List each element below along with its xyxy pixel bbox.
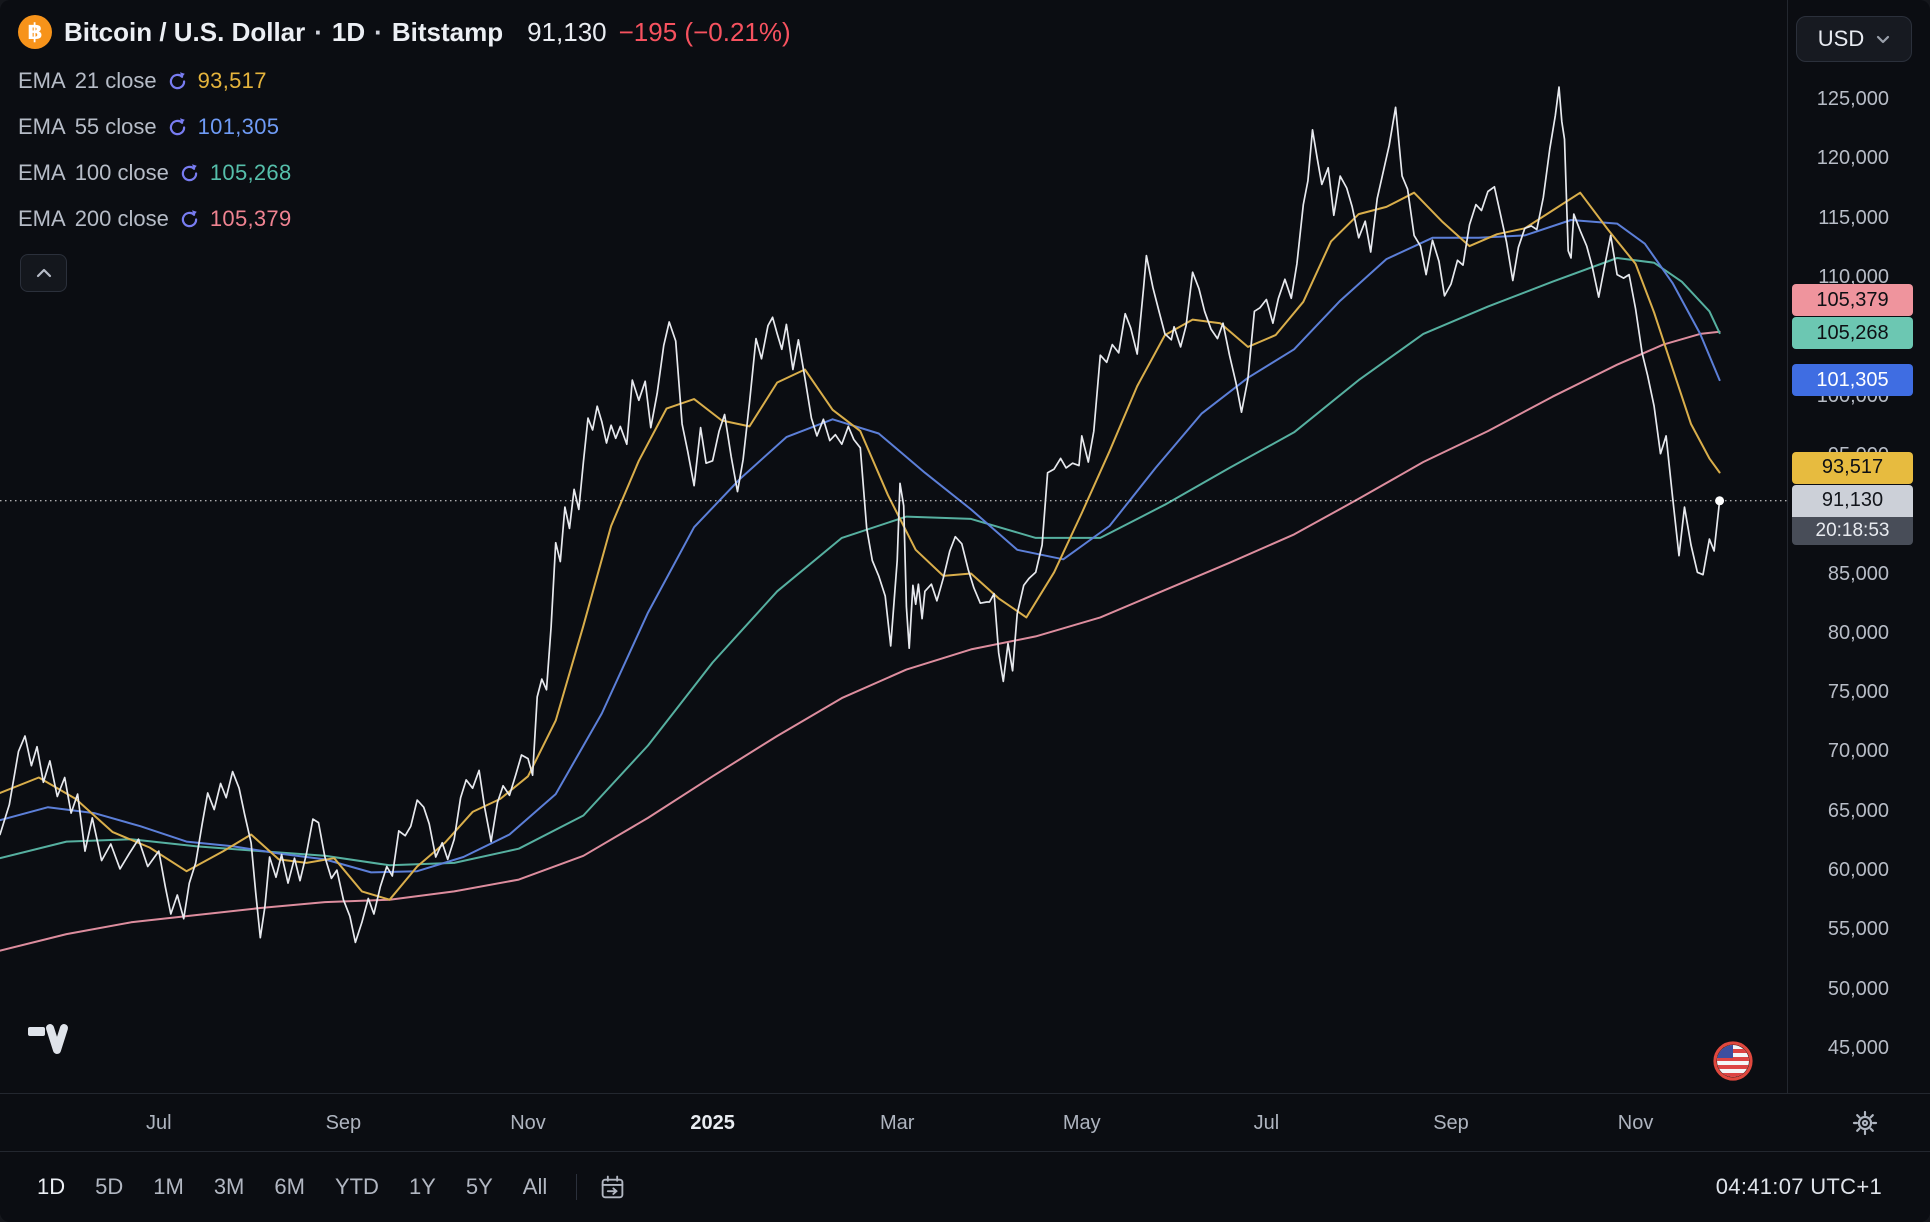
price-line[interactable] (0, 86, 1721, 944)
ema200-line[interactable] (0, 330, 1721, 952)
tradingview-logo-icon (28, 1024, 68, 1054)
price-badge-ema200: 105,379 (1792, 284, 1913, 317)
price-chart-canvas[interactable] (0, 0, 1787, 1093)
current-price-badge: 91,130 20:18:53 (1792, 484, 1913, 545)
indicator-name: EMA (18, 160, 66, 185)
time-axis-label: Jul (1253, 1111, 1280, 1134)
price-axis-label: 60,000 (1827, 859, 1889, 882)
price-axis-label: 45,000 (1827, 1037, 1889, 1059)
current-price-label: 91,130 (1792, 484, 1913, 517)
go-to-date-button[interactable] (593, 1168, 632, 1207)
price-axis-label: 75,000 (1827, 681, 1889, 704)
bar-countdown-label: 20:18:53 (1792, 516, 1913, 545)
bottom-toolbar: 1D 5D 1M 3M 6M YTD 1Y 5Y All 04:41:07 UTC+1 (0, 1151, 1930, 1222)
ema21-line[interactable] (0, 191, 1721, 901)
indicator-value: 105,268 (209, 160, 292, 185)
price-axis-label: 55,000 (1827, 918, 1889, 941)
time-axis-label: Mar (879, 1111, 915, 1134)
indicator-name: EMA (18, 206, 66, 231)
range-button-5y[interactable]: 5Y (453, 1166, 506, 1208)
range-button-1y[interactable]: 1Y (396, 1166, 449, 1208)
ema55-line[interactable] (0, 219, 1721, 874)
us-flag-icon (1713, 1041, 1753, 1081)
header-separator: · (314, 16, 323, 47)
us-flag-event-icon[interactable] (1712, 1040, 1754, 1087)
time-axis-label: Sep (325, 1111, 362, 1134)
chart-legend: ฿ Bitcoin / U.S. Dollar · 1D · Bitstamp … (18, 10, 791, 242)
tradingview-logo[interactable] (26, 1022, 82, 1061)
indicator-legend-row-ema-100[interactable]: EMA 100 close 105,268 (18, 150, 791, 196)
range-button-6m[interactable]: 6M (261, 1166, 318, 1208)
indicator-value: 105,379 (209, 206, 292, 231)
header-separator: · (374, 16, 383, 47)
chevron-down-icon (1877, 35, 1890, 43)
gear-icon (1852, 1110, 1878, 1136)
indicator-legend-row-ema-21[interactable]: EMA 21 close 93,517 (18, 58, 791, 104)
price-axis-label: 115,000 (1818, 206, 1889, 229)
indicator-name: EMA (18, 114, 66, 139)
chevron-up-icon (36, 268, 51, 278)
range-button-1d[interactable]: 1D (24, 1166, 78, 1208)
price-axis-label: 85,000 (1827, 562, 1889, 585)
time-axis-label: Sep (1433, 1111, 1469, 1134)
collapse-legend-button[interactable] (20, 254, 67, 292)
price-axis-label: 125,000 (1816, 88, 1889, 110)
price-axis-label: 70,000 (1827, 740, 1889, 763)
currency-selector-button[interactable]: USD (1796, 16, 1912, 62)
last-price-dot (1715, 496, 1725, 506)
clock[interactable]: 04:41:07 UTC+1 (1715, 1174, 1882, 1199)
exchange-label[interactable]: Bitstamp (391, 16, 504, 47)
range-button-1m[interactable]: 1M (140, 1166, 197, 1208)
indicator-name: EMA (18, 68, 66, 93)
price-scale-axis[interactable]: 125,000120,000115,000110,000105,000100,0… (1787, 0, 1930, 1093)
indicator-loop-icon (169, 117, 185, 135)
indicator-legend-row-ema-55[interactable]: EMA 55 close 101,305 (18, 104, 791, 150)
range-button-group: 1D 5D 1M 3M 6M YTD 1Y 5Y All (24, 1166, 560, 1208)
price-badge-ema100: 105,268 (1792, 317, 1913, 350)
price-axis-label: 65,000 (1827, 799, 1889, 822)
last-price: 91,130 (527, 16, 607, 47)
price-change: −195 (−0.21%) (618, 16, 791, 47)
indicator-value: 101,305 (197, 114, 280, 139)
indicator-value: 93,517 (197, 68, 267, 93)
time-axis-label: Jul (146, 1111, 172, 1134)
time-axis-label: 2025 (690, 1111, 735, 1134)
indicator-params: 200 close (74, 206, 169, 231)
indicator-loop-icon (181, 209, 198, 227)
indicator-params: 21 close (74, 68, 157, 93)
indicator-params: 55 close (74, 114, 157, 139)
calendar-icon (601, 1175, 624, 1198)
indicator-loop-icon (169, 71, 185, 89)
price-axis-label: 50,000 (1827, 977, 1889, 1000)
range-button-ytd[interactable]: YTD (322, 1166, 392, 1208)
time-axis-label: Nov (1617, 1111, 1654, 1134)
range-button-3m[interactable]: 3M (201, 1166, 258, 1208)
indicator-params: 100 close (74, 160, 169, 185)
indicator-legend-row-ema-200[interactable]: EMA 200 close 105,379 (18, 196, 791, 242)
time-scale-axis[interactable]: Jul Sep Nov 2025 Mar May Jul Sep Nov (0, 1093, 1930, 1152)
price-badge-ema21: 93,517 (1792, 451, 1913, 484)
ema100-line[interactable] (0, 257, 1721, 867)
price-badge-ema55: 101,305 (1792, 364, 1913, 397)
symbol-title[interactable]: Bitcoin / U.S. Dollar (64, 16, 306, 47)
bitcoin-logo-icon: ฿ (18, 15, 52, 49)
time-axis-label: May (1062, 1111, 1101, 1134)
indicator-loop-icon (181, 163, 198, 181)
interval-label[interactable]: 1D (331, 16, 366, 47)
range-button-5d[interactable]: 5D (82, 1166, 136, 1208)
price-axis-label: 110,000 (1818, 265, 1889, 288)
price-axis-label: 80,000 (1827, 621, 1889, 644)
range-button-all[interactable]: All (510, 1166, 560, 1208)
symbol-header-row: ฿ Bitcoin / U.S. Dollar · 1D · Bitstamp … (18, 10, 791, 54)
toolbar-divider (576, 1174, 578, 1200)
indicator-legend-list: EMA 21 close 93,517 EMA 55 close 101,305 EMA… (18, 58, 791, 242)
time-axis-label: Nov (510, 1111, 546, 1134)
currency-label: USD (1817, 26, 1865, 51)
price-axis-label: 120,000 (1816, 147, 1889, 170)
settings-gear-icon[interactable] (1852, 1110, 1878, 1141)
